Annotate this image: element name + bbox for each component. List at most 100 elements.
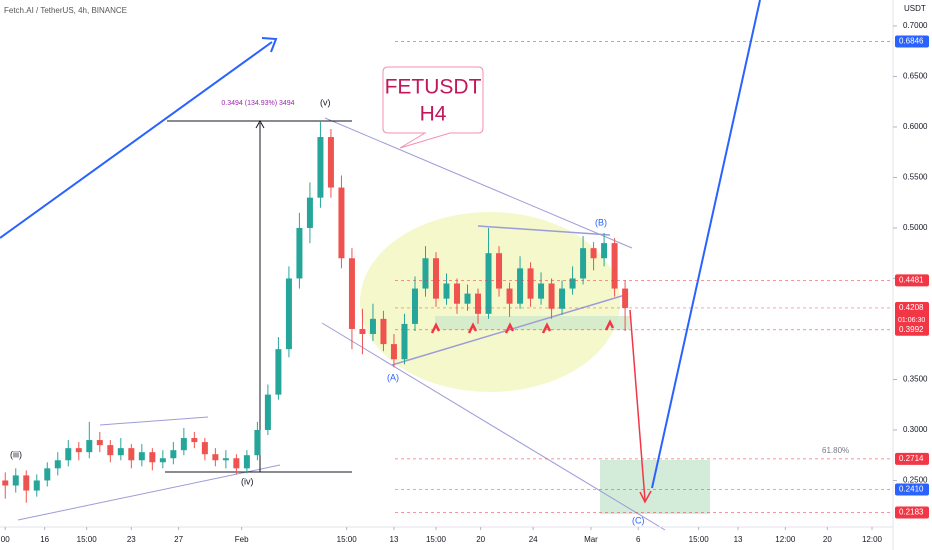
- candle-body: [107, 445, 114, 456]
- wave-label: (iii): [10, 449, 22, 459]
- x-tick-label: 23: [127, 535, 136, 544]
- wave-label: (B): [595, 217, 607, 227]
- price-tag-label: 0.4481: [899, 275, 924, 284]
- arrow-head: [639, 490, 652, 504]
- candle-body: [222, 458, 229, 461]
- candle-body: [538, 283, 545, 299]
- x-tick-label: 15:00: [337, 535, 358, 544]
- candle-body: [580, 248, 587, 279]
- candle-body: [348, 258, 355, 329]
- callout-timeframe: H4: [420, 103, 447, 126]
- trend-arrow: [0, 41, 273, 239]
- x-tick-label: 15:00: [689, 535, 710, 544]
- price-tag-label: 0.2410: [899, 485, 924, 494]
- candle-body: [285, 278, 292, 350]
- candle-body: [464, 293, 471, 304]
- candle-body: [317, 137, 324, 198]
- measure-label: 0.3494 (134.93%) 3494: [221, 100, 294, 107]
- candle-body: [475, 293, 482, 314]
- x-tick-label: 6: [636, 535, 641, 544]
- candle-body: [12, 475, 19, 486]
- y-tick-label: 0.7000: [903, 21, 928, 30]
- candle-body: [86, 440, 93, 453]
- arrow-head: [261, 37, 278, 53]
- x-tick-label: 24: [529, 535, 538, 544]
- x-tick-label: 16: [40, 535, 49, 544]
- chart-title: Fetch.AI / TetherUS, 4h, BINANCE: [4, 6, 127, 15]
- candle-body: [432, 258, 439, 299]
- y-tick-label: 0.3000: [903, 425, 928, 434]
- candle-body: [44, 468, 51, 481]
- candle-body: [149, 452, 156, 463]
- candle-body: [296, 227, 303, 279]
- candle-body: [138, 452, 145, 461]
- candle-body: [411, 288, 418, 324]
- wave-label: (C): [632, 515, 645, 525]
- candle-body: [254, 429, 261, 456]
- target-zone: [600, 460, 710, 514]
- candle-body: [191, 438, 198, 443]
- candle-body: [96, 440, 103, 446]
- candle-body: [54, 460, 61, 469]
- candle-body: [117, 448, 124, 456]
- wave-label: (v): [320, 97, 331, 107]
- candle-body: [527, 268, 534, 299]
- wave-label: (A): [387, 372, 399, 382]
- candle-body: [601, 243, 608, 259]
- price-tag: [895, 323, 929, 336]
- x-tick-label: 20: [476, 535, 485, 544]
- x-tick-label: Mar: [584, 535, 598, 544]
- triangle-line: [477, 225, 611, 236]
- candle-body: [359, 328, 366, 335]
- candle-body: [454, 283, 461, 304]
- projection-line: [651, 0, 761, 489]
- candle-body: [33, 480, 40, 491]
- callout: [382, 66, 484, 149]
- wave-label: (iv): [241, 476, 254, 486]
- touch-markers: [430, 319, 615, 334]
- arrow-head: [255, 119, 265, 129]
- candle-body: [443, 283, 450, 299]
- candle-body: [569, 278, 576, 289]
- axis-unit: USDT: [904, 4, 926, 13]
- candle-body: [622, 288, 629, 308]
- y-tick-label: 0.5500: [903, 173, 928, 182]
- candle-body: [306, 197, 313, 228]
- candle-body: [590, 248, 597, 259]
- candle-body: [264, 394, 271, 430]
- x-tick-label: 12:00: [862, 535, 883, 544]
- y-tick-label: 0.6000: [903, 122, 928, 131]
- price-tag: [895, 506, 929, 519]
- price-tag: [895, 452, 929, 465]
- candle-body: [611, 243, 618, 289]
- callout-symbol: FETUSDT: [385, 76, 482, 99]
- candle-body: [243, 455, 250, 469]
- candle-body: [180, 438, 187, 451]
- price-tag: [895, 274, 929, 287]
- candle-body: [548, 283, 555, 309]
- candle-body: [128, 448, 135, 461]
- price-tag: [895, 35, 929, 48]
- candle-body: [422, 258, 429, 289]
- candle-body: [390, 344, 397, 360]
- y-tick-label: 0.5000: [903, 223, 928, 232]
- candle-body: [327, 137, 334, 188]
- candle-body: [517, 268, 524, 304]
- candle-body: [201, 442, 208, 455]
- price-tag-label: 0.2714: [899, 454, 924, 463]
- candle-body: [233, 458, 240, 469]
- fib-label: 61.80%: [822, 446, 849, 455]
- projection-arrow: [629, 309, 646, 501]
- price-tag: [895, 301, 929, 326]
- x-tick-label: 20: [823, 535, 832, 544]
- wedge-line: [99, 416, 209, 426]
- candle-body: [380, 318, 387, 345]
- candle-body: [506, 288, 513, 304]
- candle-body: [170, 450, 177, 459]
- drawings: [0, 0, 761, 531]
- x-tick-label: 13: [734, 535, 743, 544]
- candle-body: [75, 448, 82, 453]
- candle-body: [159, 458, 166, 463]
- x-tick-label: 15:00: [77, 535, 98, 544]
